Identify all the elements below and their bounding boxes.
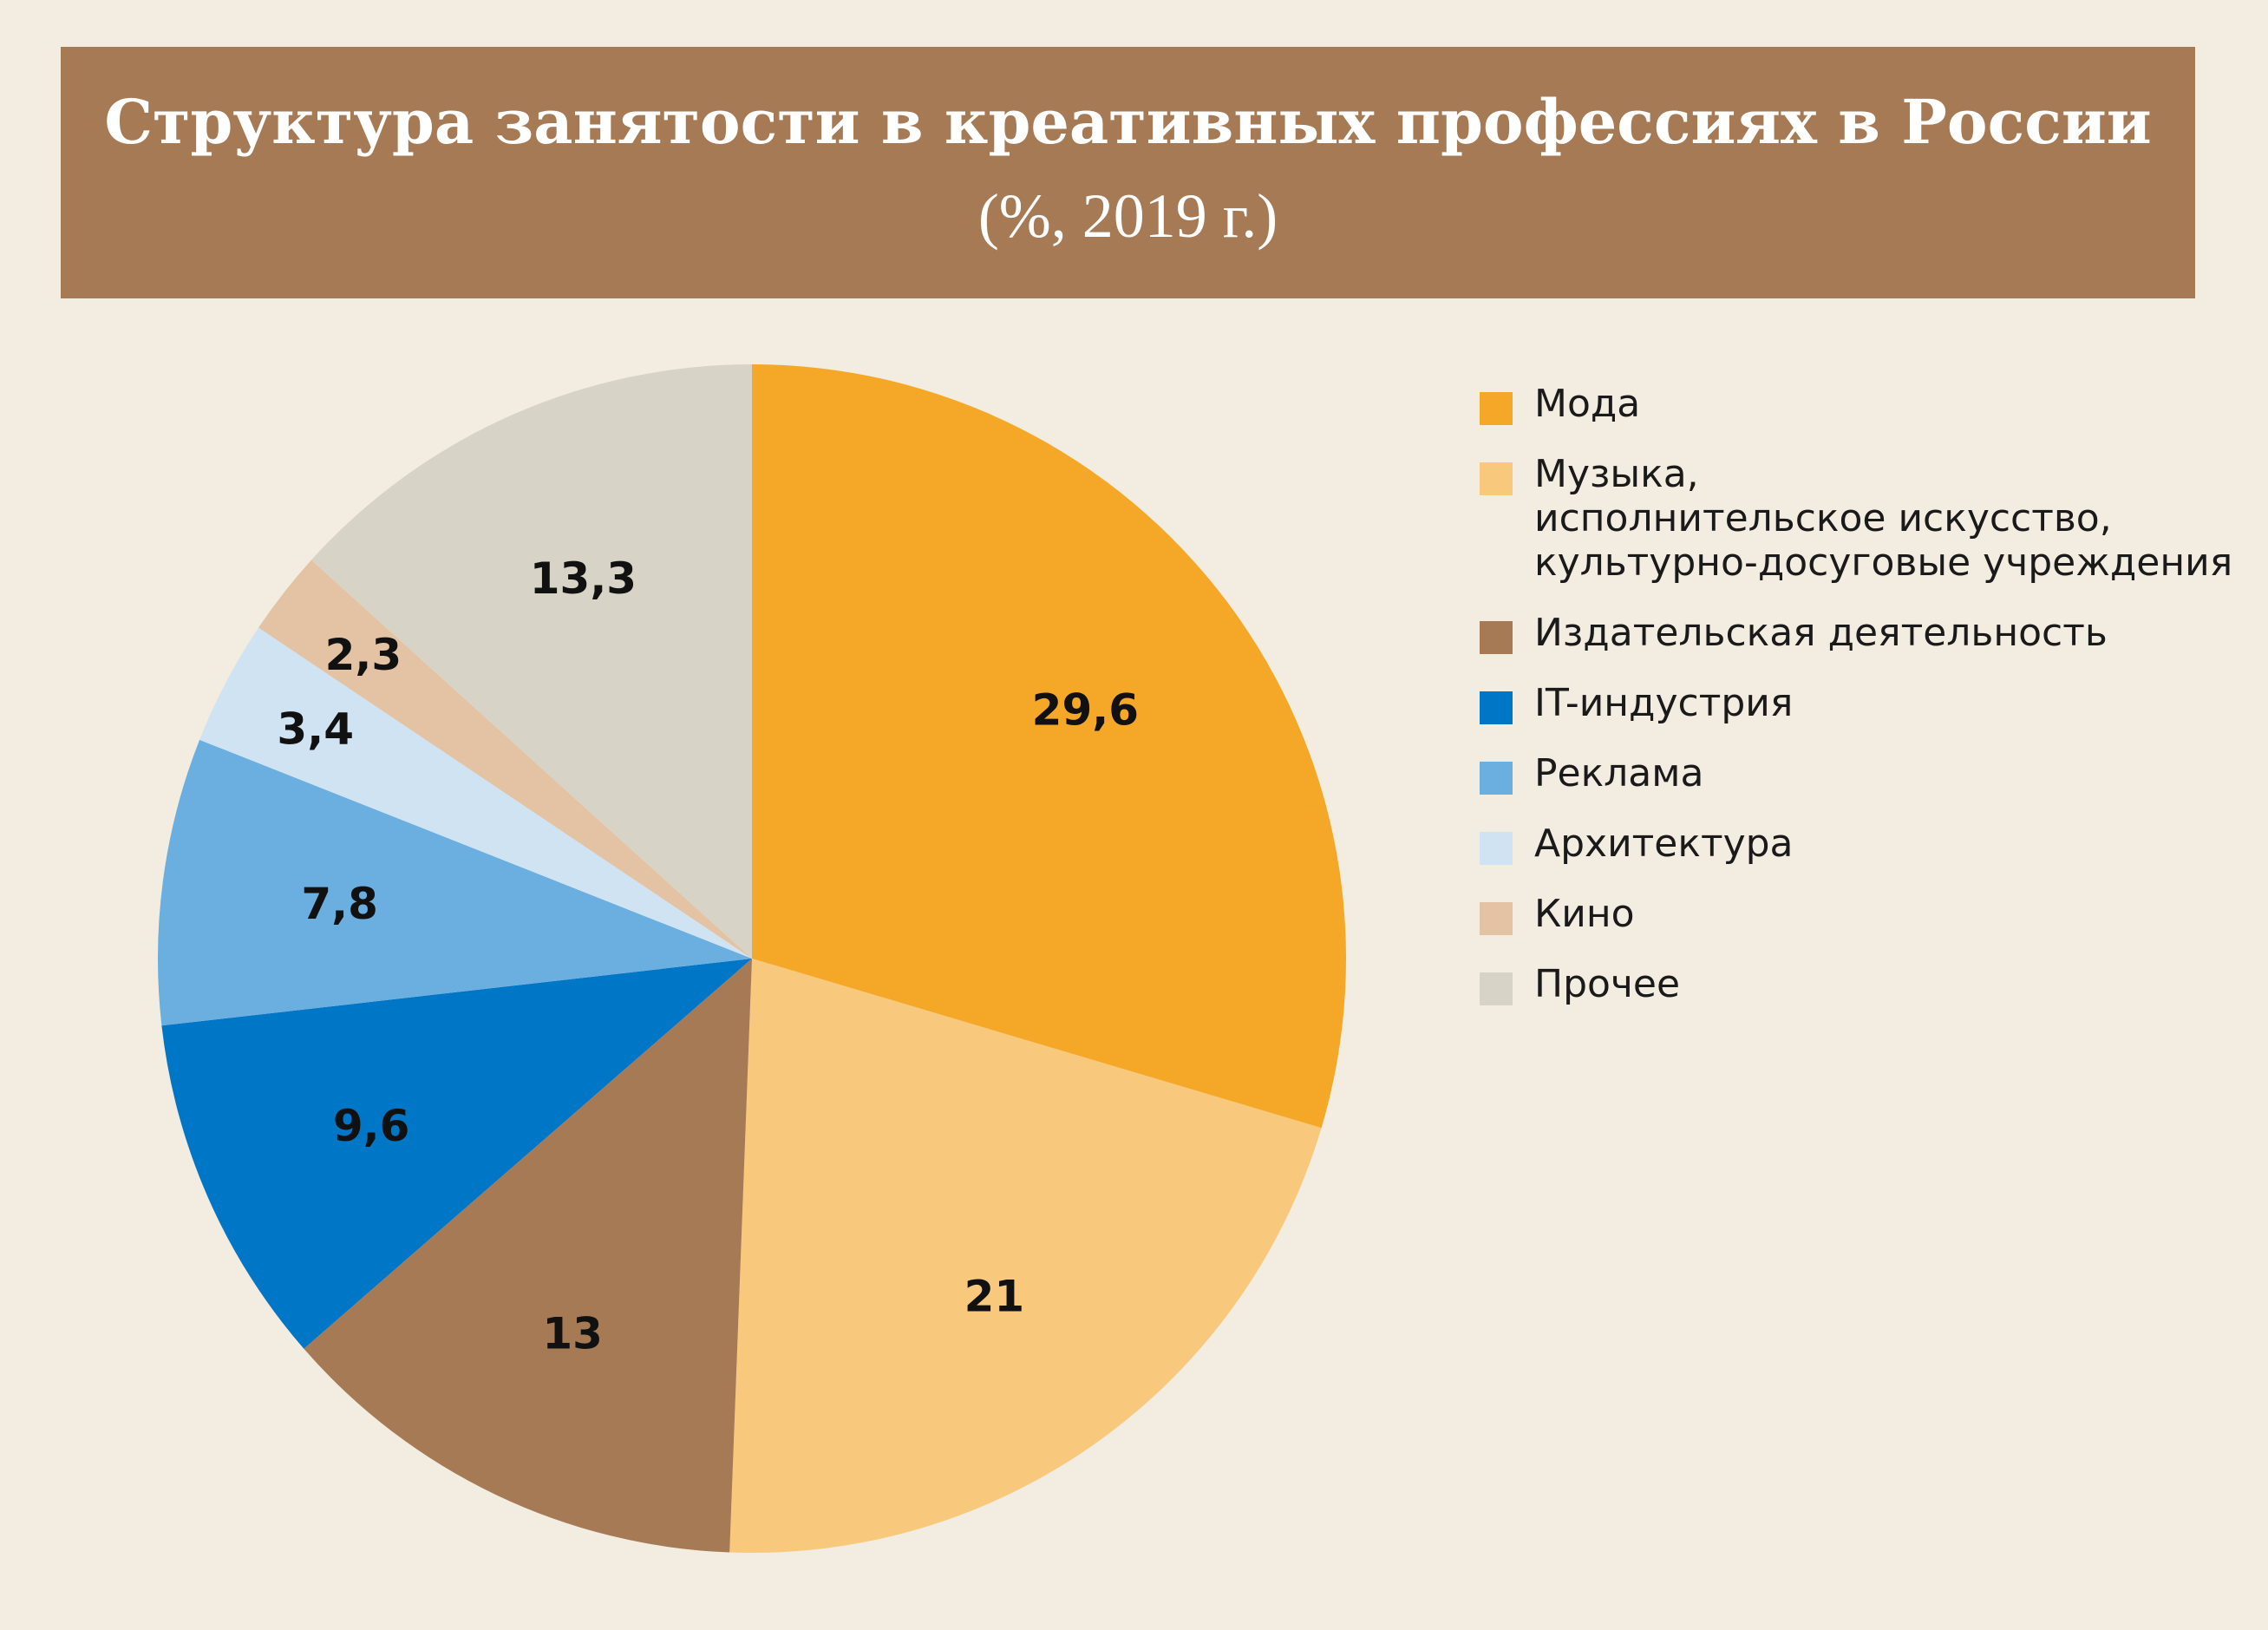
pie-slice bbox=[258, 560, 752, 959]
pie-slice-value-label: 9,6 bbox=[333, 1101, 410, 1151]
legend-swatch bbox=[1480, 392, 1513, 425]
legend-item-advertising: Реклама bbox=[1480, 751, 2260, 795]
legend-label: Реклама bbox=[1534, 751, 1704, 795]
legend-item-publishing: Издательская деятельность bbox=[1480, 611, 2260, 655]
pie-slice-value-label: 13,3 bbox=[530, 553, 637, 604]
pie-slice bbox=[157, 739, 752, 1026]
legend-item-architecture: Архитектура bbox=[1480, 822, 2260, 866]
chart-subtitle: (%, 2019 г.) bbox=[977, 181, 1278, 251]
legend-item-other: Прочее bbox=[1480, 962, 2260, 1006]
pie-slice-value-label: 21 bbox=[964, 1272, 1025, 1322]
legend-swatch bbox=[1480, 621, 1513, 654]
legend-item-muzyka: Музыка, исполнительское искусство, культ… bbox=[1480, 452, 2260, 585]
pie-slice-value-label: 2,3 bbox=[325, 630, 402, 680]
pie-slice bbox=[752, 364, 1347, 1129]
pie-slice bbox=[199, 627, 753, 959]
legend-label: Издательская деятельность bbox=[1534, 611, 2108, 655]
pie-slice-value-label: 7,8 bbox=[301, 879, 378, 929]
chart-legend: Мода Музыка, исполнительское искусство, … bbox=[1480, 382, 2260, 1032]
legend-item-it: IT-индустрия bbox=[1480, 681, 2260, 725]
pie-slice-value-label: 13 bbox=[542, 1309, 603, 1359]
legend-swatch bbox=[1480, 762, 1513, 795]
legend-item-moda: Мода bbox=[1480, 382, 2260, 426]
legend-label: Архитектура bbox=[1534, 822, 1794, 866]
legend-label: Мода bbox=[1534, 382, 1641, 426]
legend-swatch bbox=[1480, 832, 1513, 865]
legend-label: Музыка, исполнительское искусство, культ… bbox=[1534, 452, 2233, 585]
legend-label: Кино bbox=[1534, 892, 1635, 936]
pie-chart: 29,6 21 13 9,6 7,8 3,4 2,3 13,3 bbox=[157, 364, 1347, 1553]
legend-label: IT-индустрия bbox=[1534, 681, 1794, 725]
chart-header: Структура занятости в креативных професс… bbox=[61, 47, 2195, 298]
legend-label: Прочее bbox=[1534, 962, 1681, 1006]
pie-slice bbox=[310, 364, 752, 959]
pie-slice bbox=[304, 959, 753, 1553]
pie-slice bbox=[729, 959, 1322, 1553]
legend-item-cinema: Кино bbox=[1480, 892, 2260, 936]
chart-title: Структура занятости в креативных професс… bbox=[104, 86, 2152, 158]
legend-swatch bbox=[1480, 691, 1513, 724]
legend-swatch bbox=[1480, 972, 1513, 1005]
legend-swatch bbox=[1480, 902, 1513, 935]
pie-slice-value-label: 29,6 bbox=[1032, 684, 1139, 735]
pie-slice-value-label: 3,4 bbox=[277, 704, 354, 755]
legend-swatch bbox=[1480, 462, 1513, 495]
pie-slice bbox=[161, 959, 753, 1349]
